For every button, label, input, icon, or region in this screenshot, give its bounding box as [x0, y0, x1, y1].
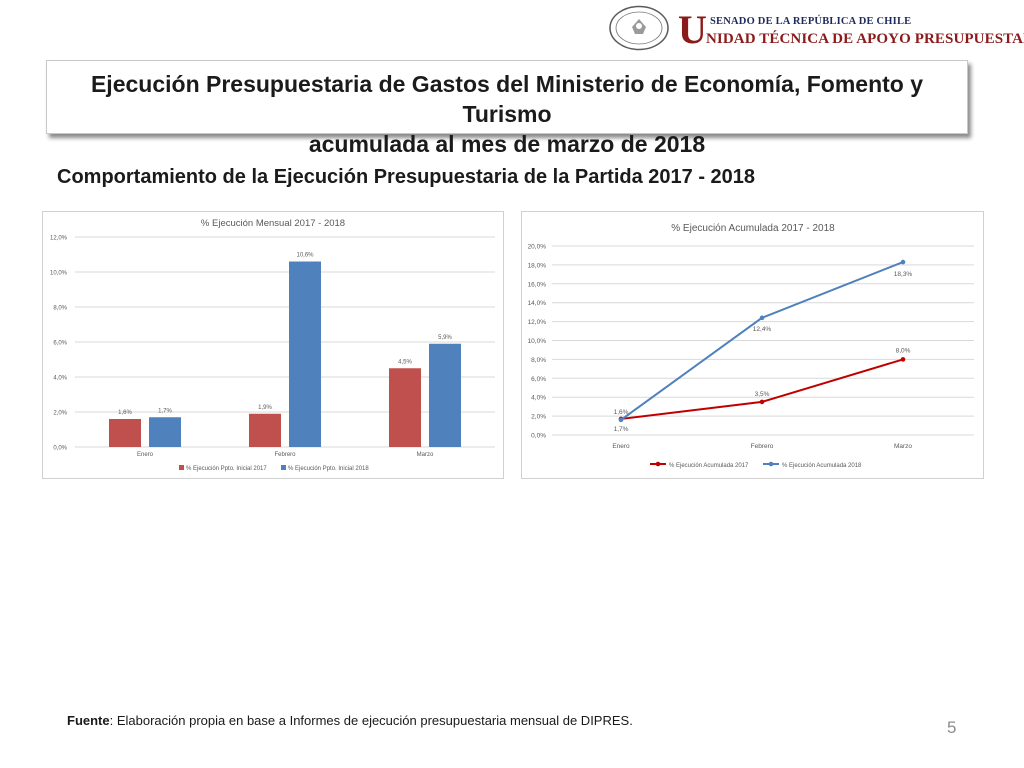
data-point — [900, 259, 906, 265]
data-label: 1,7% — [614, 426, 629, 433]
bar-chart-panel: % Ejecución Mensual 2017 - 2018 0,0% 2,0% 4… — [42, 211, 504, 479]
y-tick-label: 6,0% — [531, 376, 546, 383]
section-subtitle: Comportamiento de la Ejecución Presupues… — [57, 166, 756, 188]
page-number: 5 — [947, 718, 957, 737]
y-tick-label: 18,0% — [528, 262, 547, 269]
y-tick-label: 4,0% — [53, 376, 67, 382]
y-tick-label: 8,0% — [531, 357, 546, 364]
header-logo: U SENADO DE LA REPÚBLICA DE CHILE NIDAD … — [606, 4, 1024, 54]
y-tick-label: 20,0% — [528, 244, 547, 251]
legend-label: % Ejecución Ppto. Inicial 2017 — [186, 466, 267, 472]
data-label: 1,9% — [258, 405, 272, 411]
y-tick-label: 2,0% — [531, 414, 546, 421]
brand-bottom-line: NIDAD TÉCNICA DE APOYO PRESUPUESTARIO — [706, 31, 1024, 47]
x-tick-label: Marzo — [894, 443, 912, 450]
y-tick-label: 16,0% — [528, 281, 547, 288]
y-tick-label: 10,0% — [528, 338, 547, 345]
monthly-execution-bar-chart: % Ejecución Mensual 2017 - 2018 0,0% 2,0% 4… — [50, 218, 495, 472]
x-tick-label: Enero — [137, 452, 154, 458]
data-label: 1,7% — [158, 408, 172, 414]
y-tick-label: 0,0% — [531, 433, 546, 440]
legend-swatch — [179, 465, 184, 470]
x-tick-label: Febrero — [751, 443, 774, 450]
data-label: 1,6% — [614, 409, 629, 416]
bar — [289, 261, 321, 447]
data-label: 12,4% — [753, 326, 772, 333]
x-tick-label: Febrero — [274, 452, 296, 458]
brand-initial: U — [678, 7, 707, 52]
page-title: Ejecución Presupuestaria de Gastos del M… — [47, 69, 967, 159]
accumulated-execution-line-chart: % Ejecución Acumulada 2017 - 2018 0,0% 2,0… — [528, 223, 974, 469]
chart-title: % Ejecución Acumulada 2017 - 2018 — [671, 223, 835, 234]
title-box: Ejecución Presupuestaria de Gastos del M… — [46, 60, 968, 157]
legend-marker — [655, 461, 661, 467]
data-point — [618, 417, 624, 423]
bar — [149, 417, 181, 447]
legend-label: % Ejecución Acumulada 2017 — [669, 463, 749, 469]
data-label: 18,3% — [894, 271, 913, 278]
data-label: 4,5% — [398, 359, 412, 365]
y-tick-label: 12,0% — [50, 236, 68, 242]
chart-title: % Ejecución Mensual 2017 - 2018 — [201, 218, 345, 229]
data-point — [900, 357, 906, 362]
bar — [429, 343, 461, 447]
page-title-line1: Ejecución Presupuestaria de Gastos del M… — [90, 71, 924, 127]
brand-top-line: SENADO DE LA REPÚBLICA DE CHILE — [710, 16, 912, 27]
legend-label: % Ejecución Ppto. Inicial 2018 — [288, 466, 369, 472]
page-title-line2: acumulada al mes de marzo de 2018 — [308, 131, 706, 157]
source-note: Fuente: Elaboración propia en base a Inf… — [67, 713, 633, 728]
data-label: 3,5% — [755, 391, 770, 398]
data-point — [759, 399, 765, 405]
y-tick-label: 14,0% — [528, 300, 547, 307]
y-tick-label: 12,0% — [528, 319, 547, 326]
bar — [389, 368, 421, 447]
legend-label: % Ejecución Acumulada 2018 — [782, 463, 862, 469]
source-label: Fuente — [67, 713, 110, 728]
legend-swatch — [281, 465, 286, 470]
data-point — [759, 315, 765, 321]
data-label: 8,0% — [896, 347, 911, 354]
senate-seal-icon — [609, 5, 669, 51]
y-tick-label: 8,0% — [53, 306, 67, 312]
y-tick-label: 6,0% — [53, 341, 67, 347]
data-label: 1,6% — [118, 410, 132, 416]
y-tick-label: 0,0% — [53, 446, 67, 452]
y-tick-label: 10,0% — [50, 271, 68, 277]
x-tick-label: Marzo — [417, 452, 434, 458]
data-label: 10,6% — [296, 253, 314, 259]
line-chart-panel: % Ejecución Acumulada 2017 - 2018 0,0% 2,0… — [521, 211, 984, 479]
y-tick-label: 2,0% — [53, 411, 67, 417]
bar — [109, 419, 141, 447]
source-text: : Elaboración propia en base a Informes … — [109, 713, 633, 728]
legend-marker — [768, 461, 774, 467]
y-tick-label: 4,0% — [531, 395, 546, 402]
bar — [249, 413, 281, 447]
x-tick-label: Enero — [612, 443, 630, 450]
data-label: 5,9% — [438, 335, 452, 341]
